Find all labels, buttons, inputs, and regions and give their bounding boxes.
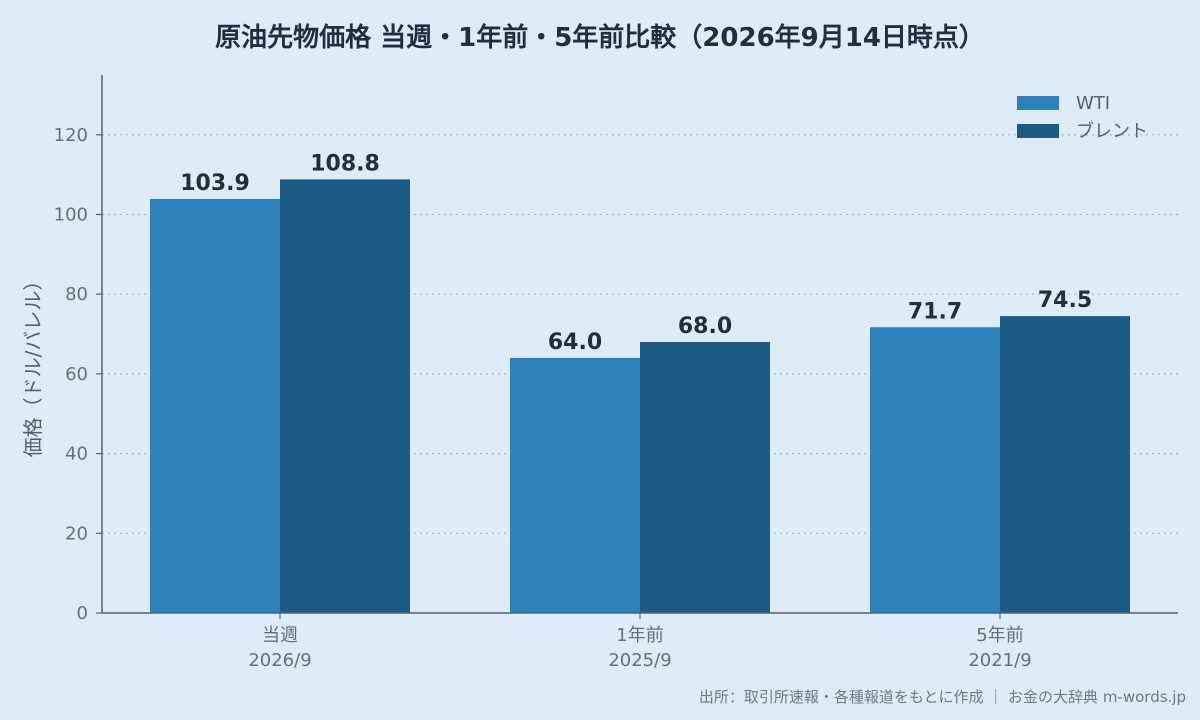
x-category-label-2: 5年前 — [976, 625, 1023, 646]
bar-wti-1 — [510, 357, 640, 613]
bars — [150, 179, 1130, 613]
y-tick-label-0: 0 — [77, 603, 88, 624]
y-tick-label-40: 40 — [65, 444, 88, 465]
y-axis-title-group: 価格（ドル/バレル） — [21, 271, 45, 458]
legend-label-brent: ブレント — [1076, 120, 1148, 142]
bar-value-label-wti-1: 64.0 — [548, 330, 602, 355]
bar-wti-0 — [150, 198, 280, 613]
x-category-sublabel-2: 2021/9 — [968, 650, 1031, 671]
y-tick-label-20: 20 — [65, 523, 88, 544]
x-category-label-1: 1年前 — [616, 625, 663, 646]
bar-wti-2 — [870, 327, 1000, 613]
legend: WTI ブレント — [1017, 93, 1148, 142]
y-tick-label-60: 60 — [65, 364, 88, 385]
bar-value-label-wti-0: 103.9 — [180, 171, 250, 196]
x-category-sublabel-0: 2026/9 — [248, 650, 311, 671]
bar-brent-0 — [280, 179, 410, 613]
y-tick-label-80: 80 — [65, 284, 88, 305]
legend-swatch-wti — [1017, 96, 1059, 110]
bar-value-label-wti-2: 71.7 — [908, 299, 962, 324]
bar-value-label-brent-1: 68.0 — [678, 314, 732, 339]
legend-swatch-brent — [1017, 124, 1059, 138]
bar-value-label-brent-2: 74.5 — [1038, 288, 1092, 313]
axes: 当週 2026/9 1年前 2025/9 5年前 2021/9 — [101, 75, 1178, 671]
source-note: 出所：取引所速報・各種報道をもとに作成 ｜ お金の大辞典 m-words.jp — [699, 688, 1186, 706]
x-category-label-0: 当週 — [262, 625, 298, 646]
bar-brent-2 — [1000, 316, 1130, 613]
y-tick-label-100: 100 — [54, 204, 88, 225]
gridlines: 0 20 40 60 80 100 120 — [54, 125, 1178, 624]
bar-value-label-brent-0: 108.8 — [310, 151, 380, 176]
chart-title: 原油先物価格 当週・1年前・5年前比較（2026年9月14日時点） — [215, 22, 985, 53]
x-category-sublabel-1: 2025/9 — [608, 650, 671, 671]
y-axis-title: 価格（ドル/バレル） — [21, 271, 45, 458]
legend-label-wti: WTI — [1076, 93, 1110, 114]
y-tick-label-120: 120 — [54, 125, 88, 146]
bar-brent-1 — [640, 342, 770, 613]
data-labels: 103.9 64.0 71.7 108.8 68.0 74.5 — [180, 151, 1092, 355]
